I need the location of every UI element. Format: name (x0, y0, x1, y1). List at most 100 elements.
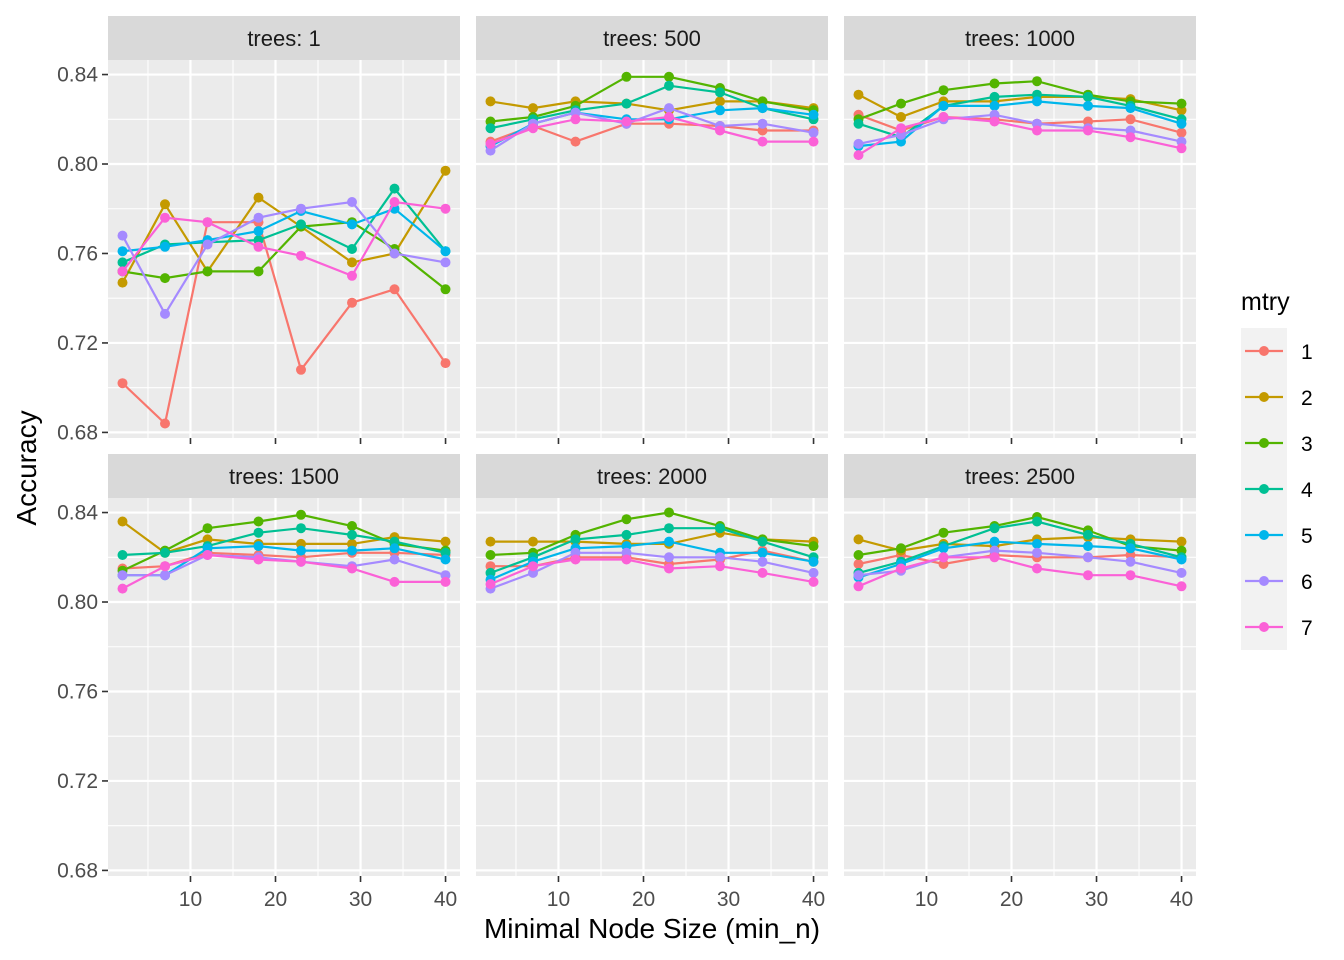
data-point-mtry-2 (528, 536, 538, 547)
data-point-mtry-6 (389, 554, 400, 565)
data-point-mtry-4 (485, 123, 496, 134)
data-point-mtry-4 (347, 244, 357, 254)
facet-panel: trees: 1 (108, 16, 460, 438)
data-point-mtry-4 (664, 80, 674, 91)
data-point-mtry-7 (485, 579, 496, 590)
data-point-mtry-7 (989, 116, 1000, 127)
series-line-mtry-2 (857, 93, 1182, 119)
data-point-mtry-7 (389, 197, 400, 207)
series-line-mtry-4 (122, 186, 447, 264)
facet-strip-label: trees: 1 (247, 26, 320, 51)
data-point-mtry-4 (1083, 91, 1093, 102)
data-point-mtry-6 (117, 570, 128, 581)
series-line-mtry-4 (490, 84, 814, 130)
facet-strip (844, 454, 1196, 498)
data-point-mtry-5 (715, 105, 725, 116)
data-point-mtry-2 (715, 96, 725, 107)
series-line-mtry-6 (489, 106, 814, 152)
legend-label-mtry-7: 7 (1301, 617, 1313, 640)
data-point-mtry-7 (117, 583, 128, 594)
legend-title: mtry (1241, 288, 1290, 316)
series-line-mtry-4 (858, 520, 1182, 574)
series-line-mtry-7 (490, 558, 814, 586)
series-line-mtry-7 (858, 556, 1182, 588)
facet-panel: trees: 2500 (844, 454, 1196, 876)
data-point-mtry-4 (621, 98, 632, 109)
data-point-mtry-3 (621, 71, 632, 82)
facet-strip-label: trees: 2000 (597, 464, 707, 489)
data-point-mtry-4 (253, 527, 264, 538)
data-point-mtry-6 (1176, 567, 1187, 578)
data-point-mtry-5 (347, 545, 357, 556)
data-point-mtry-5 (757, 103, 768, 114)
series-line-mtry-1 (121, 221, 447, 426)
data-point-mtry-3 (664, 71, 674, 82)
data-point-mtry-5 (440, 246, 451, 257)
data-point-mtry-4 (621, 529, 632, 540)
data-point-mtry-5 (757, 547, 768, 558)
series-line-mtry-1 (858, 553, 1182, 566)
x-tick-label: 30 (717, 888, 740, 911)
data-point-mtry-6 (347, 197, 357, 207)
data-point-mtry-5 (808, 109, 819, 120)
data-point-mtry-3 (253, 516, 264, 527)
data-point-mtry-2 (528, 103, 538, 114)
data-point-mtry-2 (117, 277, 128, 288)
data-point-mtry-2 (485, 96, 496, 107)
series-line-mtry-2 (121, 520, 446, 555)
data-point-mtry-6 (440, 257, 451, 268)
facet-strip-label: trees: 1000 (965, 26, 1075, 51)
y-tick-label: 0.72 (57, 770, 98, 793)
data-point-mtry-4 (117, 257, 128, 268)
data-point-mtry-6 (117, 230, 128, 241)
data-point-mtry-3 (296, 509, 306, 520)
data-point-mtry-6 (1083, 552, 1093, 563)
data-point-mtry-5 (389, 543, 400, 554)
legend-key-point (1259, 346, 1269, 356)
data-point-mtry-6 (160, 570, 170, 581)
data-point-mtry-7 (896, 563, 906, 574)
series-line-mtry-6 (121, 200, 446, 317)
data-point-mtry-5 (117, 246, 128, 257)
data-point-mtry-7 (202, 550, 213, 560)
series-line-mtry-7 (857, 115, 1182, 157)
facet-strip (108, 454, 460, 498)
data-point-mtry-7 (1083, 570, 1093, 581)
x-axis-title: Minimal Node Size (min_n) (484, 913, 820, 944)
data-point-mtry-7 (1032, 125, 1042, 136)
y-tick-label: 0.68 (57, 859, 98, 882)
x-tick-label: 10 (547, 888, 570, 911)
data-point-mtry-5 (347, 219, 357, 230)
data-point-mtry-3 (202, 523, 213, 534)
data-point-mtry-3 (160, 273, 170, 284)
data-point-mtry-7 (715, 561, 725, 572)
data-point-mtry-7 (347, 563, 357, 574)
data-point-mtry-6 (757, 556, 768, 567)
legend-label-mtry-1: 1 (1301, 341, 1313, 364)
data-point-mtry-3 (1032, 76, 1042, 87)
data-point-mtry-7 (1032, 563, 1042, 574)
x-tick-label: 10 (915, 888, 938, 911)
x-tick-label: 20 (1000, 888, 1023, 911)
data-point-mtry-7 (202, 217, 213, 228)
series-line-mtry-2 (490, 100, 814, 112)
data-point-mtry-7 (757, 567, 768, 578)
data-point-mtry-7 (440, 203, 451, 214)
data-point-mtry-7 (160, 561, 170, 572)
data-point-mtry-5 (1176, 118, 1187, 129)
legend-key-point (1259, 622, 1269, 632)
data-point-mtry-4 (989, 91, 1000, 102)
series-line-mtry-7 (121, 200, 446, 278)
data-point-mtry-2 (853, 534, 864, 545)
series-line-mtry-5 (858, 100, 1182, 148)
x-tick-label: 20 (632, 888, 655, 911)
data-point-mtry-3 (1176, 98, 1187, 109)
data-point-mtry-6 (664, 103, 674, 114)
facet-panel: trees: 1500 (108, 454, 460, 876)
data-point-mtry-7 (389, 576, 400, 587)
data-point-mtry-3 (938, 527, 949, 538)
series-line-mtry-1 (858, 113, 1182, 134)
data-point-mtry-3 (664, 507, 674, 518)
data-point-mtry-7 (528, 123, 538, 134)
data-point-mtry-1 (440, 358, 451, 369)
